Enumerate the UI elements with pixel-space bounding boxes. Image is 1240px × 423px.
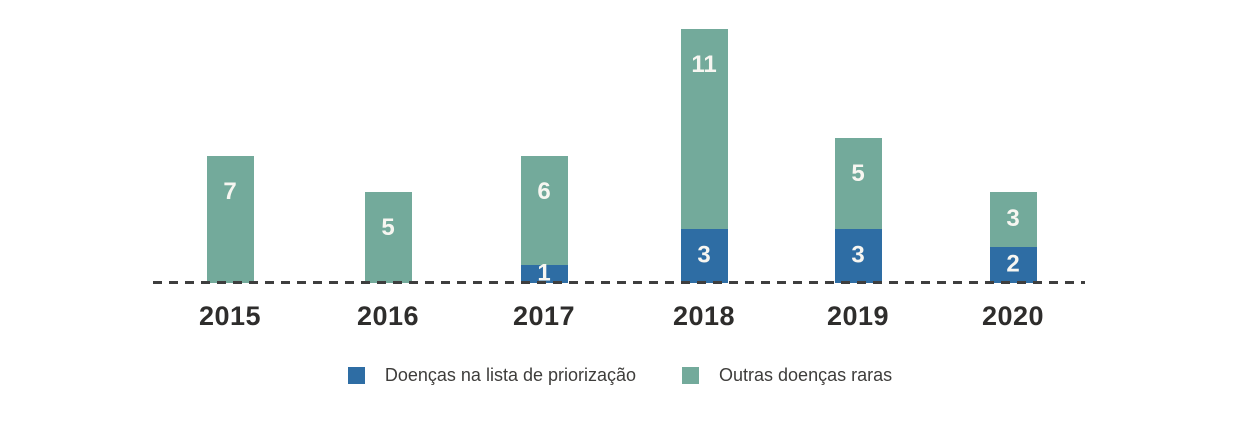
bar-segment-green: 6: [520, 155, 568, 265]
bar-value-label: 6: [537, 177, 551, 205]
x-tick-label: 2015: [198, 301, 262, 331]
x-tick-label: 2020: [981, 301, 1045, 331]
bar-segment-blue: 1: [520, 260, 568, 286]
bar-segment-green: 3: [989, 192, 1037, 247]
bar-value-label: 11: [691, 50, 717, 78]
legend-label-outras: Outras doenças raras: [719, 365, 893, 385]
legend-swatch-blue: [347, 367, 365, 384]
bar-segment-green: 5: [364, 192, 412, 283]
x-tick-label: 2017: [512, 301, 576, 331]
x-tick-label: 2016: [356, 301, 420, 331]
bar-segment-blue: 2: [989, 246, 1037, 283]
bar-segment-blue: 3: [680, 228, 728, 283]
bar-segment-blue: 3: [834, 228, 882, 283]
legend-swatch-green: [682, 367, 700, 384]
bar-value-label: 3: [851, 241, 865, 269]
legend-label-priorizacao: Doenças na lista de priorização: [384, 365, 637, 385]
bar-segment-green: 11: [680, 28, 728, 229]
bar-value-label: 3: [697, 241, 711, 269]
legend-item-outras: Outras doenças raras: [682, 365, 892, 386]
bar-value-label: 2: [1006, 250, 1020, 278]
bar-value-label: 5: [851, 159, 865, 187]
x-tick-label: 2019: [826, 301, 890, 331]
bar-segment-green: 7: [206, 155, 254, 283]
legend-item-priorizacao: Doenças na lista de priorização: [347, 365, 637, 386]
bar-value-label: 1: [537, 259, 551, 287]
x-axis-baseline: [153, 281, 1085, 284]
bar-segment-green: 5: [834, 137, 882, 229]
x-tick-label: 2018: [672, 301, 736, 331]
bar-value-label: 3: [1006, 205, 1020, 233]
legend: Doenças na lista de priorização Outras d…: [0, 365, 1240, 386]
bar-value-label: 5: [381, 214, 395, 242]
bar-value-label: 7: [223, 177, 237, 205]
